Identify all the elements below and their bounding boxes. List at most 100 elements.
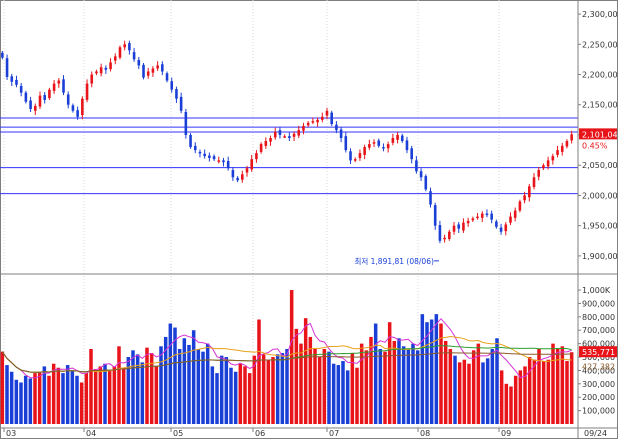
candle-body bbox=[241, 174, 244, 180]
volume-bar bbox=[560, 346, 565, 424]
candle-body bbox=[410, 148, 413, 160]
volume-tick-label: 600,000 bbox=[582, 340, 615, 349]
volume-bar bbox=[369, 336, 373, 424]
candle-body bbox=[90, 74, 94, 84]
candle-body bbox=[471, 218, 475, 221]
candle-body bbox=[161, 64, 164, 72]
volume-bar bbox=[336, 365, 341, 424]
candle-body bbox=[269, 138, 272, 142]
volume-bar bbox=[457, 362, 462, 424]
candle-body bbox=[448, 231, 451, 239]
candle-body bbox=[518, 201, 522, 211]
x-tick-label: 06 bbox=[255, 429, 265, 438]
end-date-label: 09/24 bbox=[584, 429, 607, 438]
candle-body bbox=[151, 68, 155, 73]
candle-body bbox=[302, 125, 305, 131]
candle-body bbox=[330, 112, 333, 125]
candle-body bbox=[264, 141, 268, 146]
candle-body bbox=[170, 81, 174, 90]
volume-bar bbox=[149, 353, 154, 424]
volume-bar bbox=[331, 363, 336, 424]
candle-body bbox=[226, 160, 230, 169]
candle-body bbox=[184, 112, 188, 135]
candle-body bbox=[485, 213, 489, 216]
volume-bar bbox=[98, 366, 103, 424]
volume-bar bbox=[532, 359, 537, 424]
volume-bar bbox=[238, 363, 243, 424]
volume-bar bbox=[247, 373, 252, 424]
candle-body bbox=[344, 136, 348, 151]
candle-body bbox=[532, 177, 536, 187]
candle-body bbox=[137, 60, 141, 66]
volume-tick-label: 300,000 bbox=[582, 380, 615, 389]
candle-body bbox=[438, 225, 442, 241]
volume-bar bbox=[513, 375, 518, 424]
volume-bar bbox=[387, 322, 392, 424]
candle-body bbox=[372, 142, 376, 144]
volume-bar bbox=[107, 370, 112, 424]
volume-bar bbox=[294, 328, 299, 424]
volume-bar bbox=[257, 319, 261, 424]
price-panel: 최저 1,891,81 (08/06) bbox=[0, 40, 578, 266]
candle-body bbox=[443, 237, 446, 240]
volume-bar bbox=[565, 361, 569, 424]
volume-bar bbox=[51, 363, 56, 424]
candle-body bbox=[179, 96, 183, 111]
volume-bar bbox=[89, 348, 93, 424]
candle-body bbox=[48, 89, 51, 99]
volume-bar bbox=[490, 348, 495, 424]
volume-bar bbox=[173, 327, 177, 424]
volume-bar bbox=[135, 354, 140, 424]
x-tick-label: 09 bbox=[501, 429, 511, 438]
volume-bar bbox=[411, 343, 415, 424]
volume-bar bbox=[28, 378, 33, 424]
candle-body bbox=[193, 145, 197, 151]
volume-bar bbox=[261, 354, 266, 424]
volume-bar bbox=[448, 348, 453, 424]
volume-bar bbox=[19, 382, 23, 424]
candle-body bbox=[297, 130, 301, 136]
volume-bar bbox=[569, 352, 574, 424]
candle-body bbox=[349, 151, 352, 161]
candle-body bbox=[433, 205, 437, 226]
volume-bar bbox=[61, 373, 65, 424]
volume-bar bbox=[275, 354, 280, 424]
volume-bar bbox=[145, 347, 149, 424]
volume-bar bbox=[425, 322, 429, 424]
price-tick-label: 2,050,00 bbox=[582, 161, 618, 170]
candle-body bbox=[551, 156, 555, 161]
candle-body bbox=[556, 150, 559, 155]
candle-body bbox=[33, 105, 37, 111]
volume-bar bbox=[397, 338, 401, 424]
volume-bar bbox=[103, 363, 107, 424]
candle-body bbox=[255, 153, 258, 160]
volume-moving-average-line bbox=[1, 351, 572, 373]
volume-bar bbox=[93, 369, 98, 424]
candle-body bbox=[335, 124, 338, 131]
price-tick-label: 1,950,00 bbox=[582, 222, 618, 231]
volume-bar bbox=[5, 365, 9, 424]
volume-bar bbox=[439, 323, 443, 424]
candle-body bbox=[396, 134, 399, 140]
volume-bar bbox=[406, 348, 411, 424]
volume-bar bbox=[252, 355, 257, 424]
candle-body bbox=[95, 71, 98, 74]
volume-bar bbox=[537, 348, 541, 424]
candle-body bbox=[1, 52, 4, 58]
current-volume-box bbox=[579, 346, 617, 358]
candle-body bbox=[537, 170, 541, 177]
volume-bar bbox=[121, 367, 126, 424]
candle-body bbox=[212, 156, 216, 160]
candle-body bbox=[99, 67, 103, 74]
volume-bar bbox=[415, 350, 420, 424]
candle-body bbox=[76, 110, 79, 117]
candle-body bbox=[415, 160, 418, 172]
volume-bar bbox=[65, 365, 70, 424]
volume-bar bbox=[219, 355, 224, 424]
candle-body bbox=[198, 151, 202, 154]
candle-body bbox=[292, 133, 296, 137]
volume-bar bbox=[527, 357, 532, 424]
volume-bar bbox=[42, 366, 47, 424]
volume-bar bbox=[79, 382, 84, 424]
volume-bar bbox=[47, 375, 51, 424]
